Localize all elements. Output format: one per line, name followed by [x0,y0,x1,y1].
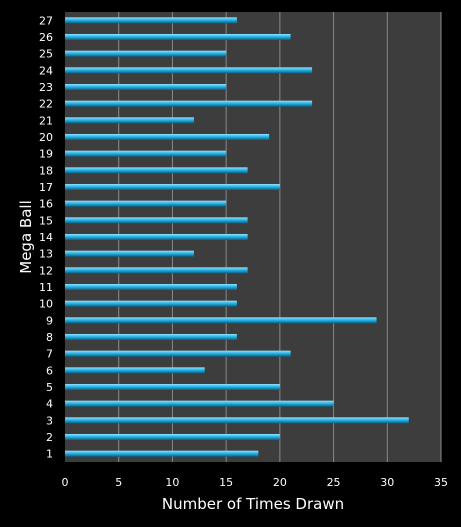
y-tick-label: 7 [46,348,53,361]
y-tick-label: 5 [46,381,53,394]
y-tick-label: 20 [39,131,53,144]
y-tick-label: 22 [39,98,53,111]
y-tick-label: 1 [46,448,53,461]
y-tick-label: 19 [39,148,53,161]
bar-mega-ball-21 [65,117,194,124]
y-axis-title: Mega Ball [17,200,35,273]
x-tick-label: 20 [273,476,287,489]
bar-mega-ball-2 [65,434,280,440]
x-axis-title: Number of Times Drawn [162,495,344,513]
y-tick-label: 23 [39,81,53,94]
bar-mega-ball-25 [65,50,227,57]
bar-mega-ball-17 [65,184,280,190]
bar-mega-ball-24 [65,67,313,74]
y-tick-label: 25 [39,48,53,61]
bar-mega-ball-11 [65,284,237,290]
bar-mega-ball-23 [65,84,227,90]
bar-mega-ball-5 [65,384,280,390]
y-tick-labels: 1234567891011121314151617181920212223242… [39,14,53,460]
y-tick-label: 27 [39,14,53,27]
bar-mega-ball-22 [65,100,313,107]
y-tick-label: 10 [39,298,53,311]
y-tick-label: 3 [46,414,53,427]
x-tick-labels: 0 5 10 15 20 25 30 35 [62,476,449,489]
y-tick-label: 8 [46,331,53,344]
y-tick-label: 14 [39,231,53,244]
y-tick-label: 4 [46,398,53,411]
x-tick-label: 10 [165,476,179,489]
y-tick-label: 11 [39,281,53,294]
x-tick-label: 25 [327,476,341,489]
y-tick-label: 21 [39,114,53,127]
bars [65,17,409,457]
y-tick-label: 17 [39,181,53,194]
bar-mega-ball-26 [65,34,291,40]
bar-mega-ball-15 [65,217,248,224]
x-tick-label: 30 [380,476,394,489]
bar-mega-ball-27 [65,17,237,24]
y-tick-label: 26 [39,31,53,44]
x-tick-label: 35 [434,476,448,489]
y-tick-label: 2 [46,431,53,444]
bar-mega-ball-16 [65,200,227,207]
y-tick-label: 6 [46,364,53,377]
bar-mega-ball-4 [65,400,334,407]
x-tick-label: 15 [219,476,233,489]
y-tick-label: 24 [39,64,53,77]
bar-mega-ball-12 [65,267,248,274]
y-tick-label: 12 [39,264,53,277]
bar-mega-ball-20 [65,134,270,140]
bar-mega-ball-10 [65,300,237,307]
x-tick-label: 5 [115,476,122,489]
bar-mega-ball-6 [65,367,205,374]
bar-mega-ball-7 [65,350,291,357]
bar-mega-ball-1 [65,450,259,457]
bar-mega-ball-13 [65,250,194,257]
y-tick-label: 9 [46,314,53,327]
y-tick-label: 16 [39,198,53,211]
bar-mega-ball-18 [65,167,248,174]
bar-mega-ball-9 [65,317,377,324]
bar-mega-ball-14 [65,234,248,240]
y-tick-label: 15 [39,214,53,227]
bar-mega-ball-3 [65,417,409,424]
x-tick-label: 0 [62,476,69,489]
y-tick-label: 18 [39,164,53,177]
bar-mega-ball-8 [65,334,237,340]
bar-mega-ball-19 [65,150,227,157]
y-tick-label: 13 [39,248,53,261]
